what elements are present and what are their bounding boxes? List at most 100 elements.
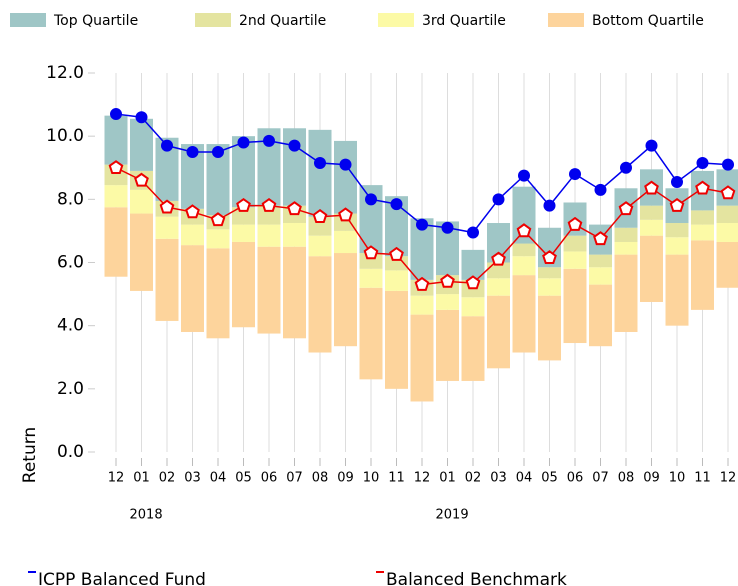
bar-segment [359,268,383,288]
bar-segment [104,207,128,277]
bar-segment [130,118,153,171]
line-marker [593,231,608,246]
bar-segment [308,256,332,353]
bar-segment [232,241,255,328]
bar-segment [716,223,738,242]
line-marker [594,183,607,196]
line-marker [159,199,175,214]
y-tick-label: 4.0 [57,316,84,336]
line-marker [110,108,122,121]
bar-segment [334,213,357,231]
bar-segment [461,249,485,280]
bar-segment [308,129,332,217]
line-marker [390,198,403,211]
bar-segment [104,115,128,165]
bar-segment [512,243,536,257]
bar-segment [359,253,383,269]
y-tick-label: 8.0 [57,189,84,209]
line-marker [414,276,430,291]
line-marker [287,201,302,216]
x-tick-label: 05 [235,471,252,486]
bar-segment [206,144,230,216]
x-tick-label: 02 [159,471,176,486]
bar-segment [614,241,638,255]
bar-segment [257,224,281,247]
line-marker [363,245,379,260]
legend-label: Top Quartile [53,13,138,29]
line-marker [543,199,556,212]
bar-segment [283,246,306,339]
x-tick-label: 10 [363,471,380,486]
line-marker [263,134,275,147]
line-marker [720,185,736,200]
bar-segment [232,224,255,242]
bar-segment [665,223,689,238]
bar-segment [104,185,128,208]
x-tick-label: 12 [108,471,125,486]
line-marker [237,136,250,149]
line-marker [671,175,683,188]
x-year-label: 2018 [130,508,163,523]
bar-segment [283,223,306,247]
bar-segment [691,224,714,241]
y-axis-label: Return [20,427,40,483]
bar-segment [563,251,587,269]
bar-segment [640,205,663,220]
x-tick-label: 06 [567,471,584,486]
line-marker [210,212,226,227]
x-tick-label: 12 [720,471,737,486]
line-marker [314,157,326,170]
bar-segment [589,267,612,285]
line-marker [186,145,199,158]
bar-segment [716,241,738,288]
x-tick-label: 11 [694,471,711,486]
bar-segment [283,128,306,206]
line-marker [108,160,124,174]
x-tick-label: 11 [388,471,405,486]
bar-segment [334,230,357,254]
line-marker [134,172,149,187]
legend-label: Balanced Benchmark [386,570,567,586]
line-marker [695,180,710,195]
x-tick-label: 03 [490,471,507,486]
bar-segment [181,224,204,246]
line-marker [465,275,481,290]
bar-segment [461,297,485,317]
bar-segment [385,256,408,271]
x-year-label: 2019 [436,508,469,523]
bar-segment [206,248,230,339]
line-marker [518,169,530,182]
x-tick-label: 09 [337,471,354,486]
bar-segment [130,189,153,214]
bar-segment [334,140,357,214]
legend-label: Bottom Quartile [592,13,704,29]
bar-segment [461,316,485,381]
x-tick-label: 07 [592,471,609,486]
x-tick-label: 01 [439,471,456,486]
bar-segment [640,235,663,302]
bar-segment [563,235,587,252]
bar-segment [563,268,587,344]
legend-swatch [378,13,414,27]
x-tick-label: 07 [286,471,303,486]
bar-segment [614,254,638,332]
legend-swatch [195,13,231,27]
line-marker [696,157,709,170]
bar-segment [181,245,204,332]
y-tick-label: 0.0 [57,442,84,462]
line-marker [288,139,301,152]
bar-segment [257,205,281,225]
line-marker [491,251,506,266]
bar-segment [155,216,179,239]
bar-segment [487,262,510,279]
bar-segment [359,185,383,254]
line-marker [516,223,532,238]
bar-segment [665,237,689,255]
line-marker [389,246,404,261]
bar-segment [359,287,383,380]
legend-label: ICPP Balanced Fund [38,570,206,586]
line-marker [339,158,352,171]
bar-segment [538,295,561,361]
x-tick-label: 10 [669,471,686,486]
